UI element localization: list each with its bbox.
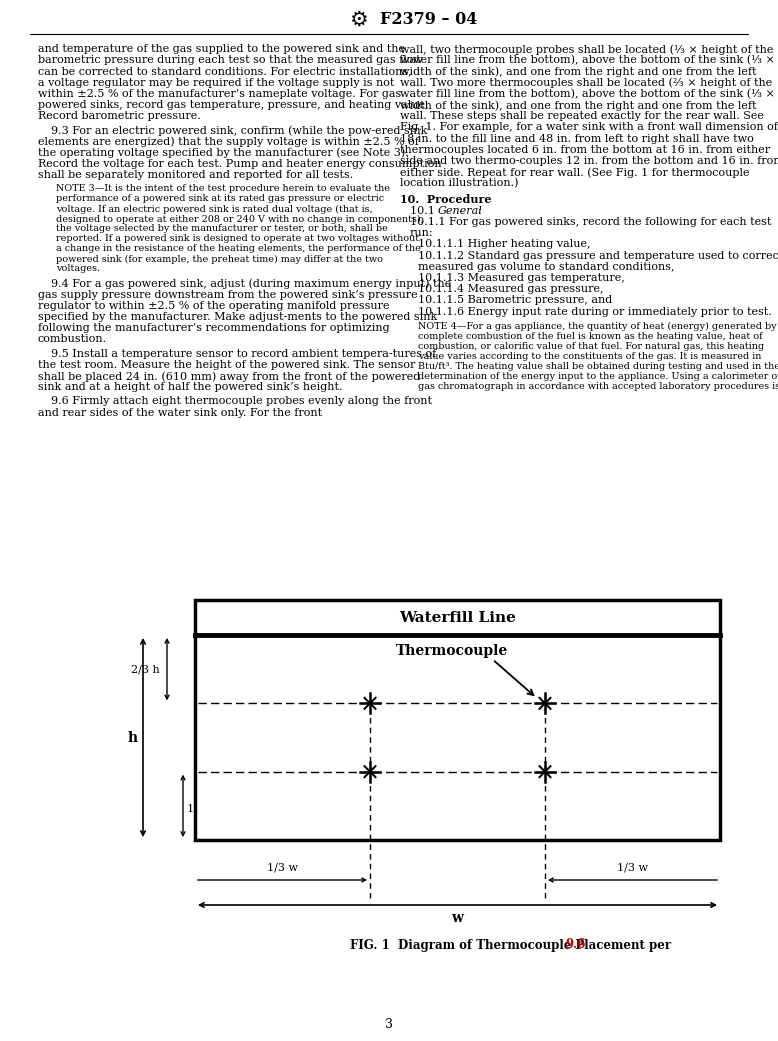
Text: wall. These steps shall be repeated exactly for the rear wall. See: wall. These steps shall be repeated exac… <box>400 111 764 121</box>
Text: width of the sink), and one from the right and one from the left: width of the sink), and one from the rig… <box>400 67 756 77</box>
Text: a voltage regulator may be required if the voltage supply is not: a voltage regulator may be required if t… <box>38 78 394 87</box>
Text: elements are energized) that the supply voltage is within ±2.5 % of: elements are energized) that the supply … <box>38 136 419 147</box>
Text: gas supply pressure downstream from the powered sink’s pressure: gas supply pressure downstream from the … <box>38 289 418 300</box>
Text: width of the sink), and one from the right and one from the left: width of the sink), and one from the rig… <box>400 100 756 110</box>
Text: General: General <box>438 206 483 215</box>
Text: specified by the manufacturer. Make adjust-ments to the powered sink: specified by the manufacturer. Make adju… <box>38 312 437 322</box>
Text: regulator to within ±2.5 % of the operating manifold pressure: regulator to within ±2.5 % of the operat… <box>38 301 390 311</box>
Text: 1/3 h: 1/3 h <box>187 804 216 814</box>
Text: 10.1.1.1 Higher heating value,: 10.1.1.1 Higher heating value, <box>418 239 591 250</box>
Text: the operating voltage specified by the manufacturer (see Note 3).: the operating voltage specified by the m… <box>38 148 408 158</box>
Text: location illustration.): location illustration.) <box>400 178 518 188</box>
Text: wall. Two more thermocouples shall be located (⅔ × height of the: wall. Two more thermocouples shall be lo… <box>400 78 773 88</box>
Text: 1/3 w: 1/3 w <box>267 862 298 872</box>
Text: the test room. Measure the height of the powered sink. The sensor: the test room. Measure the height of the… <box>38 360 415 370</box>
Text: designed to operate at either 208 or 240 V with no change in components),: designed to operate at either 208 or 240… <box>56 214 424 224</box>
Text: 9.3 For an electric powered sink, confirm (while the pow-ered sink: 9.3 For an electric powered sink, confir… <box>51 125 427 136</box>
Text: and temperature of the gas supplied to the powered sink and the: and temperature of the gas supplied to t… <box>38 44 405 54</box>
Text: powered sink (for example, the preheat time) may differ at the two: powered sink (for example, the preheat t… <box>56 254 383 263</box>
Text: reported. If a powered sink is designed to operate at two voltages without: reported. If a powered sink is designed … <box>56 234 419 244</box>
Text: barometric pressure during each test so that the measured gas flow: barometric pressure during each test so … <box>38 55 423 66</box>
Text: either side. Repeat for rear wall. (See Fig. 1 for thermocouple: either side. Repeat for rear wall. (See … <box>400 168 749 178</box>
Text: thermocouples located 6 in. from the bottom at 16 in. from either: thermocouples located 6 in. from the bot… <box>400 145 770 155</box>
Text: ⚙: ⚙ <box>349 10 367 30</box>
Text: within ±2.5 % of the manufacturer’s nameplate voltage. For gas: within ±2.5 % of the manufacturer’s name… <box>38 88 401 99</box>
Bar <box>195 600 720 840</box>
Text: NOTE 4—For a gas appliance, the quantity of heat (energy) generated by the: NOTE 4—For a gas appliance, the quantity… <box>418 322 778 331</box>
Text: 1/3 w: 1/3 w <box>617 862 648 872</box>
Text: FIG. 1  Diagram of Thermocouple Placement per: FIG. 1 Diagram of Thermocouple Placement… <box>350 939 675 951</box>
Text: 9.6 Firmly attach eight thermocouple probes evenly along the front: 9.6 Firmly attach eight thermocouple pro… <box>51 397 432 406</box>
Text: voltages.: voltages. <box>56 264 100 274</box>
Text: complete combustion of the fuel is known as the heating value, heat of: complete combustion of the fuel is known… <box>418 332 762 340</box>
Text: 2/3 h: 2/3 h <box>131 664 159 675</box>
Text: side and two thermo-couples 12 in. from the bottom and 16 in. from: side and two thermo-couples 12 in. from … <box>400 156 778 166</box>
Text: water fill line from the bottom), above the bottom of the sink (⅓ ×: water fill line from the bottom), above … <box>400 88 775 99</box>
Text: water fill line from the bottom), above the bottom of the sink (⅓ ×: water fill line from the bottom), above … <box>400 55 775 66</box>
Text: 10.1.1 For gas powered sinks, record the following for each test: 10.1.1 For gas powered sinks, record the… <box>410 217 771 227</box>
Text: voltage. If an electric powered sink is rated dual voltage (that is,: voltage. If an electric powered sink is … <box>56 204 373 213</box>
Text: Record the voltage for each test. Pump and heater energy consumption: Record the voltage for each test. Pump a… <box>38 159 442 169</box>
Text: 10.  Procedure: 10. Procedure <box>400 194 492 205</box>
Text: can be corrected to standard conditions. For electric installations,: can be corrected to standard conditions.… <box>38 67 412 76</box>
Text: 3: 3 <box>385 1018 393 1032</box>
Text: 18 in. to the fill line and 48 in. from left to right shall have two: 18 in. to the fill line and 48 in. from … <box>400 133 754 144</box>
Text: powered sinks, record gas temperature, pressure, and heating value.: powered sinks, record gas temperature, p… <box>38 100 429 110</box>
Text: 10.1.1.4 Measured gas pressure,: 10.1.1.4 Measured gas pressure, <box>418 284 604 295</box>
Text: value varies according to the constituents of the gas. It is measured in: value varies according to the constituen… <box>418 352 762 361</box>
Text: 10.1.1.3 Measured gas temperature,: 10.1.1.3 Measured gas temperature, <box>418 273 625 283</box>
Text: wall, two thermocouple probes shall be located (⅓ × height of the: wall, two thermocouple probes shall be l… <box>400 44 773 54</box>
Text: Btu/ft³. The heating value shall be obtained during testing and used in the: Btu/ft³. The heating value shall be obta… <box>418 362 778 371</box>
Text: F2379 – 04: F2379 – 04 <box>380 11 478 28</box>
Text: the voltage selected by the manufacturer or tester, or both, shall be: the voltage selected by the manufacturer… <box>56 225 388 233</box>
Text: 9.6: 9.6 <box>565 939 585 951</box>
Text: 10.1.1.5 Barometric pressure, and: 10.1.1.5 Barometric pressure, and <box>418 296 612 305</box>
Text: shall be separately monitored and reported for all tests.: shall be separately monitored and report… <box>38 170 353 180</box>
Text: Thermocouple: Thermocouple <box>396 644 509 658</box>
Text: following the manufacturer’s recommendations for optimizing: following the manufacturer’s recommendat… <box>38 323 390 333</box>
Text: determination of the energy input to the appliance. Using a calorimeter or: determination of the energy input to the… <box>418 372 778 381</box>
Text: 10.1.1.2 Standard gas pressure and temperature used to correct: 10.1.1.2 Standard gas pressure and tempe… <box>418 251 778 260</box>
Text: performance of a powered sink at its rated gas pressure or electric: performance of a powered sink at its rat… <box>56 195 384 203</box>
Text: Record barometric pressure.: Record barometric pressure. <box>38 111 201 121</box>
Text: 9.4 For a gas powered sink, adjust (during maximum energy input) the: 9.4 For a gas powered sink, adjust (duri… <box>51 278 451 289</box>
Text: 9.5 Install a temperature sensor to record ambient tempera-tures of: 9.5 Install a temperature sensor to reco… <box>51 349 436 358</box>
Text: NOTE 3—It is the intent of the test procedure herein to evaluate the: NOTE 3—It is the intent of the test proc… <box>56 184 390 194</box>
Text: combustion, or calorific value of that fuel. For natural gas, this heating: combustion, or calorific value of that f… <box>418 341 764 351</box>
Text: h: h <box>128 731 138 744</box>
Text: and rear sides of the water sink only. For the front: and rear sides of the water sink only. F… <box>38 408 322 417</box>
Text: 10.1: 10.1 <box>410 206 442 215</box>
Text: sink and at a height of half the powered sink’s height.: sink and at a height of half the powered… <box>38 382 342 392</box>
Text: w: w <box>451 911 464 925</box>
Text: combustion.: combustion. <box>38 334 107 345</box>
Text: a change in the resistance of the heating elements, the performance of the: a change in the resistance of the heatin… <box>56 245 421 253</box>
Text: 10.1.1.6 Energy input rate during or immediately prior to test.: 10.1.1.6 Energy input rate during or imm… <box>418 307 772 316</box>
Text: shall be placed 24 in. (610 mm) away from the front of the powered: shall be placed 24 in. (610 mm) away fro… <box>38 371 420 382</box>
Text: measured gas volume to standard conditions,: measured gas volume to standard conditio… <box>418 261 675 272</box>
Text: :: : <box>478 206 482 215</box>
Text: gas chromatograph in accordance with accepted laboratory procedures is: gas chromatograph in accordance with acc… <box>418 382 778 390</box>
Text: run:: run: <box>410 228 433 238</box>
Text: Fig. 1. For example, for a water sink with a front wall dimension of: Fig. 1. For example, for a water sink wi… <box>400 123 778 132</box>
Text: Waterfill Line: Waterfill Line <box>399 611 516 625</box>
